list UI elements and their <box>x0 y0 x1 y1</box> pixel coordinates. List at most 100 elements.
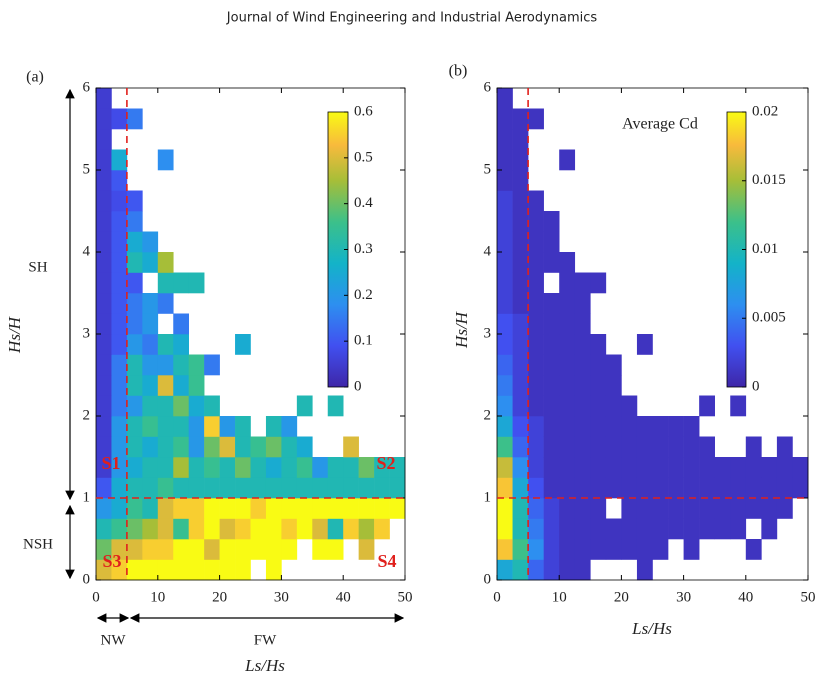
heat-cell <box>683 498 700 519</box>
heat-cell <box>96 416 112 437</box>
colorbar-tick-label: 0.1 <box>354 333 373 349</box>
heat-cell <box>683 518 700 540</box>
heat-cell <box>668 518 684 540</box>
heat-cell <box>142 539 159 560</box>
heat-cell <box>559 498 576 519</box>
heat-cell <box>96 170 112 191</box>
heat-cell <box>126 231 143 253</box>
heat-cell <box>574 272 591 294</box>
heat-cell <box>157 416 174 437</box>
x-tick-label: 10 <box>150 589 165 605</box>
heat-cell <box>327 539 344 560</box>
heat-cell <box>636 457 653 478</box>
x-tick-label: 30 <box>676 589 691 605</box>
heat-cell <box>219 518 236 540</box>
heat-cell <box>157 518 174 540</box>
heat-cell <box>792 477 809 499</box>
heat-cell <box>512 498 529 519</box>
heat-cell <box>512 149 529 171</box>
heat-cell <box>512 457 529 478</box>
heat-cell <box>111 252 128 273</box>
x-tick-label: 30 <box>274 589 289 605</box>
colorbar-tick-label: 0 <box>354 378 362 394</box>
heat-cell <box>528 457 544 478</box>
heat-cell <box>559 149 576 171</box>
heat-cell <box>219 498 236 519</box>
heat-cell <box>497 518 513 540</box>
heat-cell <box>559 375 576 396</box>
heat-cell <box>559 395 576 417</box>
heat-cell <box>96 498 112 519</box>
heat-cell <box>683 457 700 478</box>
heat-cell <box>126 293 143 314</box>
heat-cell <box>543 313 560 335</box>
heat-cell <box>652 457 669 478</box>
colorbar-label: Average Cd <box>622 116 698 133</box>
heat-cell <box>111 272 128 294</box>
heat-cell <box>636 539 653 560</box>
heat-cell <box>96 477 112 499</box>
heat-cell <box>235 539 251 560</box>
heat-cell <box>265 477 282 499</box>
heat-cell <box>111 108 128 130</box>
heat-cell <box>142 252 159 273</box>
heat-cell <box>528 252 544 273</box>
heat-cell <box>126 354 143 376</box>
heat-cell <box>512 477 529 499</box>
region-label: FW <box>254 632 277 648</box>
heat-cell <box>543 436 560 458</box>
colorbar-tick-label: 0.4 <box>354 195 373 211</box>
heat-cell <box>699 457 715 478</box>
heat-cell <box>188 477 205 499</box>
heat-cell <box>296 457 313 478</box>
heat-cell <box>668 436 684 458</box>
heat-cell <box>559 477 576 499</box>
heat-cell <box>605 518 622 540</box>
y-axis-label: Hs/H <box>452 310 471 349</box>
heat-cell <box>590 334 607 355</box>
heat-cell <box>497 375 513 396</box>
heat-cell <box>605 539 622 560</box>
heat-cell <box>173 416 189 437</box>
heat-cell <box>96 559 112 581</box>
heat-cell <box>111 334 128 355</box>
heat-cell <box>497 272 513 294</box>
heat-cell <box>312 477 329 499</box>
heat-cell <box>250 539 267 560</box>
heat-cell <box>636 477 653 499</box>
heat-cell <box>111 313 128 335</box>
heat-cell <box>559 354 576 376</box>
heat-cell <box>173 313 189 335</box>
heat-cell <box>590 416 607 437</box>
heat-cell <box>512 334 529 355</box>
heat-cell <box>543 477 560 499</box>
heat-cell <box>312 518 329 540</box>
heat-cell <box>528 190 544 212</box>
heat-cell <box>142 416 159 437</box>
heat-cell <box>528 436 544 458</box>
heat-cell <box>312 498 329 519</box>
heat-cell <box>219 436 236 458</box>
heat-cell <box>265 559 282 581</box>
heat-cell <box>605 395 622 417</box>
heat-cell <box>497 457 513 478</box>
heat-cell <box>605 477 622 499</box>
heat-cell <box>96 539 112 560</box>
heat-cell <box>652 416 669 437</box>
heat-cell <box>265 436 282 458</box>
heat-cell <box>605 457 622 478</box>
heat-cell <box>296 436 313 458</box>
heat-cell <box>512 211 529 232</box>
region-annotation: S3 <box>102 551 121 571</box>
heat-cell <box>497 436 513 458</box>
heat-cell <box>512 129 529 150</box>
heat-cell <box>111 293 128 314</box>
heat-cell <box>543 559 560 581</box>
y-tick-label: 2 <box>83 407 91 423</box>
heat-cell <box>528 539 544 560</box>
heat-cell <box>652 518 669 540</box>
heat-cell <box>730 457 747 478</box>
heat-cell <box>96 231 112 253</box>
heat-cell <box>235 477 251 499</box>
